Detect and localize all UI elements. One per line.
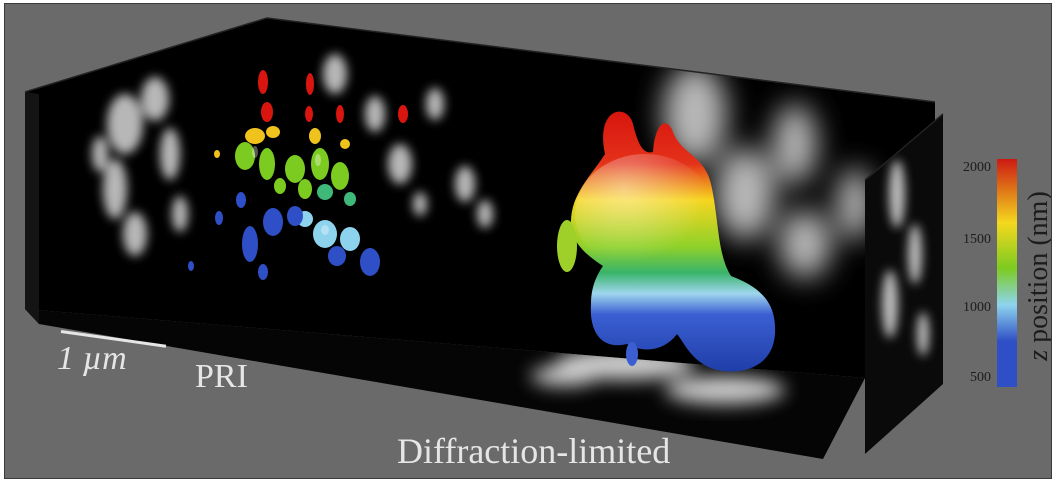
- colorbar-tick-1000: 1000: [963, 300, 991, 315]
- 3d-render: [24, 17, 944, 459]
- pri-label: PRI: [195, 358, 248, 395]
- side-projection: [882, 160, 929, 356]
- diffraction-limited-label: Diffraction-limited: [397, 431, 671, 471]
- figure-frame: 1 µm PRI Diffraction-limited 2000 1500 1…: [4, 3, 1052, 479]
- floor: [25, 309, 865, 459]
- scale-bar-label: 1 µm: [57, 340, 127, 377]
- colorbar-tick-1500: 1500: [963, 232, 991, 247]
- colorbar-title-text: position (nm): [1023, 191, 1052, 343]
- colorbar-title: z position (nm): [1023, 191, 1052, 361]
- colorbar-tick-2000: 2000: [963, 160, 991, 175]
- right-face: [865, 114, 943, 454]
- colorbar-tick-500: 500: [970, 370, 991, 385]
- left-face: [25, 92, 39, 324]
- diffraction-limited-blob: [557, 111, 776, 372]
- colorbar: [997, 159, 1017, 387]
- pri-point-cloud: [188, 70, 408, 280]
- colorbar-title-variable: z: [1023, 349, 1052, 361]
- back-wall-projection: [92, 54, 873, 278]
